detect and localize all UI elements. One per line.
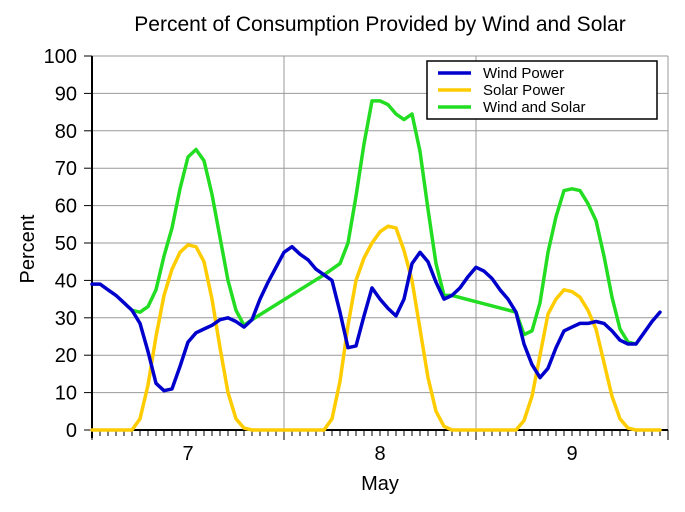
- series-line-wind-power: [90, 244, 662, 393]
- y-axis-ticks: 0 10 20 30 40 50 60 70 80 90 100: [44, 46, 92, 442]
- y-tick-label: 80: [55, 121, 77, 143]
- y-tick-label: 10: [55, 383, 77, 405]
- legend-label-solar-power: Solar Power: [483, 82, 565, 99]
- x-axis-label: May: [361, 473, 399, 495]
- x-tick-label: 9: [566, 443, 577, 465]
- y-tick-label: 60: [55, 196, 77, 218]
- series-line-wind-and-solar: [130, 99, 638, 346]
- x-axis-ticks: 7 8 9: [91, 430, 669, 465]
- y-tick-label: 0: [66, 420, 77, 442]
- y-tick-label: 50: [55, 233, 77, 255]
- series-lines: [90, 99, 662, 432]
- y-tick-label: 70: [55, 158, 77, 180]
- y-tick-label: 100: [44, 46, 77, 68]
- y-tick-label: 30: [55, 308, 77, 330]
- series-line-solar-power: [90, 224, 662, 432]
- legend-label-wind-and-solar: Wind and Solar: [483, 99, 586, 116]
- y-tick-label: 40: [55, 270, 77, 292]
- y-axis-label: Percent: [17, 214, 39, 283]
- x-tick-label: 7: [182, 443, 193, 465]
- x-tick-label: 8: [374, 443, 385, 465]
- y-tick-label: 20: [55, 345, 77, 367]
- y-tick-label: 90: [55, 83, 77, 105]
- legend-label-wind-power: Wind Power: [483, 65, 564, 82]
- chart-title: Percent of Consumption Provided by Wind …: [134, 13, 625, 36]
